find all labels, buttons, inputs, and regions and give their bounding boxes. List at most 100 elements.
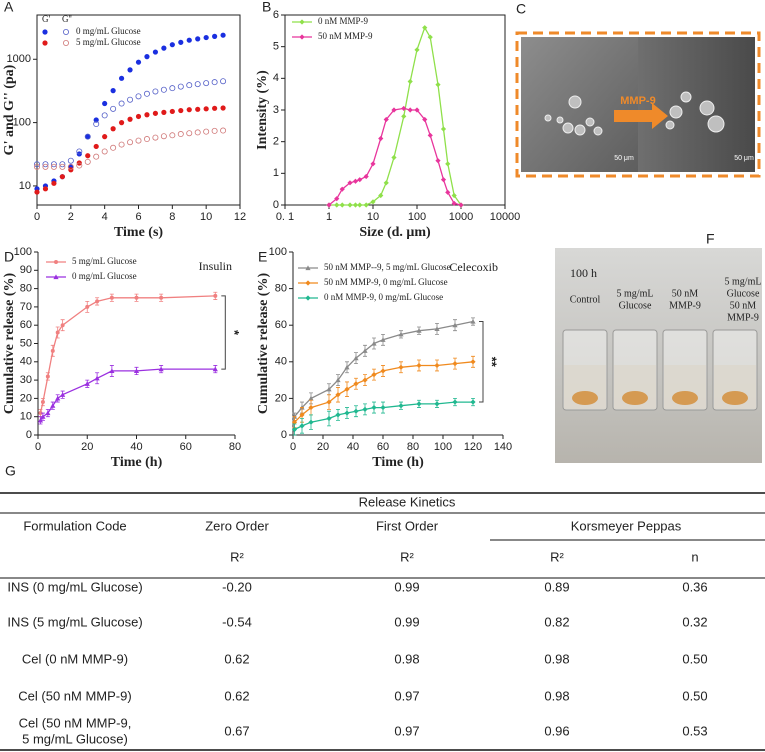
marker xyxy=(85,134,91,140)
y-tick-label: 50 xyxy=(20,337,32,349)
table-cell: -0.20 xyxy=(222,579,252,594)
x-tick-label: 20 xyxy=(317,441,329,453)
marker xyxy=(440,177,447,183)
legend-label: 0 mg/mL Glucose xyxy=(72,271,137,281)
marker xyxy=(398,331,404,337)
marker xyxy=(133,368,140,374)
x-tick-label: 12 xyxy=(234,211,246,223)
y-tick-label: 30 xyxy=(20,374,32,386)
table-cell: Cel (0 nM MMP-9) xyxy=(22,651,128,666)
marker xyxy=(37,417,44,423)
marker xyxy=(67,157,74,164)
hydrogel xyxy=(572,391,598,405)
y-tick-label: 10 xyxy=(20,411,32,423)
hydrogel xyxy=(672,391,698,405)
marker xyxy=(401,105,407,112)
marker xyxy=(38,411,43,416)
significance: * xyxy=(227,330,242,336)
table-cell: 0.99 xyxy=(394,614,419,629)
sub-header: n xyxy=(691,549,698,564)
beaker-label: 50 nM xyxy=(730,300,757,311)
panel-label: A xyxy=(4,0,14,15)
y-tick-label: 0 xyxy=(273,199,279,211)
table-cell: 0.99 xyxy=(394,579,419,594)
panel-label: F xyxy=(706,231,715,247)
marker xyxy=(42,40,48,46)
marker xyxy=(34,189,40,195)
y-tick-label: 1000 xyxy=(7,53,31,65)
table-cell: 0.89 xyxy=(544,579,569,594)
marker xyxy=(109,368,115,374)
marker xyxy=(93,121,100,128)
marker xyxy=(407,107,413,113)
marker xyxy=(55,330,60,335)
x-tick-label: 10 xyxy=(367,211,379,223)
marker xyxy=(127,67,133,73)
marker xyxy=(55,395,61,401)
marker xyxy=(59,161,66,168)
marker xyxy=(160,86,167,93)
marker xyxy=(326,202,332,208)
marker xyxy=(334,202,340,208)
marker xyxy=(305,280,311,286)
beaker-label: MMP-9 xyxy=(727,312,759,323)
table-cell: INS (5 mg/mL Glucose) xyxy=(7,614,142,629)
x-tick-label: 8 xyxy=(169,211,175,223)
x-tick-label: 0 xyxy=(34,211,40,223)
y-tick-label: 40 xyxy=(20,356,32,368)
marker xyxy=(53,274,59,280)
beaker-label: 5 mg/mL xyxy=(617,288,654,299)
marker xyxy=(380,368,386,374)
marker xyxy=(470,399,476,405)
marker xyxy=(353,355,359,361)
beaker-label: Control xyxy=(570,294,601,305)
y-tick-label: 20 xyxy=(20,392,32,404)
marker xyxy=(291,419,298,425)
table-cell: Cel (50 nM MMP-9, xyxy=(19,715,132,730)
marker xyxy=(203,80,210,87)
marker xyxy=(63,28,70,35)
y-tick-label: 20 xyxy=(275,392,287,404)
marker xyxy=(195,36,201,42)
y-tick-label: 0 xyxy=(26,429,32,441)
marker xyxy=(435,158,441,164)
marker xyxy=(326,415,332,422)
marker xyxy=(371,404,377,411)
arrow-label: MMP-9 xyxy=(620,95,655,107)
legend-label: 5 mg/mL Glucose xyxy=(76,37,141,47)
x-tick-label: 0 xyxy=(35,441,41,453)
marker xyxy=(42,161,49,168)
marker xyxy=(335,392,341,398)
marker xyxy=(371,372,377,378)
y-axis-label: G' and G'' (pa) xyxy=(2,64,17,155)
marker xyxy=(344,386,350,392)
x-tick-label: 2 xyxy=(68,211,74,223)
marker xyxy=(371,340,377,346)
y-axis-label: Intensity (%) xyxy=(255,70,270,150)
marker xyxy=(416,401,422,407)
y-tick-label: 2 xyxy=(273,136,279,148)
beaker-label: MMP-9 xyxy=(669,300,701,311)
marker xyxy=(101,148,108,155)
marker xyxy=(427,34,433,40)
x-axis-label: Time (s) xyxy=(114,225,163,240)
y-tick-label: 100 xyxy=(269,246,287,258)
y-axis-label: Cumulative release (%) xyxy=(2,273,17,415)
marker xyxy=(194,81,201,88)
significance-bracket xyxy=(479,321,484,403)
marker xyxy=(93,153,100,160)
table-cell: 0.98 xyxy=(544,651,569,666)
marker xyxy=(93,117,99,123)
marker xyxy=(362,377,368,383)
marker xyxy=(212,33,218,39)
marker xyxy=(308,419,314,425)
marker xyxy=(452,399,458,405)
marker xyxy=(50,163,57,170)
legend-label: 0 nM MMP-9 xyxy=(318,16,369,26)
y-tick-label: 3 xyxy=(273,104,279,116)
marker xyxy=(391,107,397,113)
column-header: Korsmeyer Peppas xyxy=(571,518,682,533)
marker xyxy=(407,78,413,85)
marker xyxy=(299,412,305,418)
marker xyxy=(45,410,51,416)
